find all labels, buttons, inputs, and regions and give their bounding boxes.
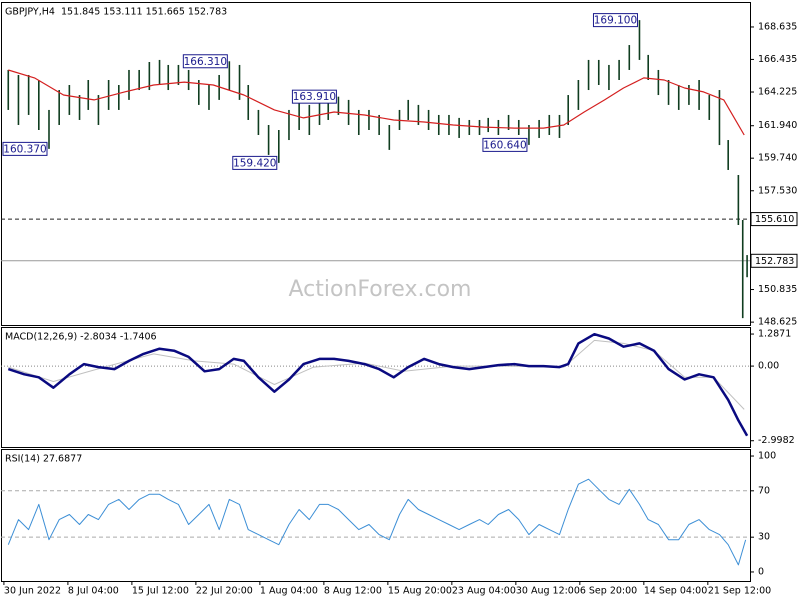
annotation-box (232, 155, 278, 170)
y-tick-label: 0.00 (758, 361, 779, 372)
series-line (7, 478, 747, 566)
panel-title: GBPJPY,H4 151.845 153.111 151.665 152.78… (5, 7, 227, 18)
annotation-box (592, 13, 638, 28)
y-tick-label: 159.740 (758, 153, 797, 164)
y-tick-label: 166.435 (758, 54, 797, 65)
level-tag-label: 152.783 (755, 256, 794, 267)
y-tick-label: 100 (758, 451, 776, 462)
watermark: ActionForex.com (289, 277, 472, 302)
x-tick-label: 8 Aug 12:00 (324, 586, 382, 597)
annotation-label: 160.640 (483, 139, 526, 151)
panel-title: RSI(14) 27.6877 (5, 454, 82, 465)
annotation-label: 166.310 (184, 56, 227, 68)
y-tick-label: 1.2871 (758, 329, 791, 340)
x-tick-label: 15 Jul 12:00 (132, 586, 189, 597)
annotation-box (2, 141, 48, 156)
annotation-box (482, 137, 528, 152)
x-tick-label: 30 Aug 12:00 (516, 586, 580, 597)
price-panel-frame (1, 2, 751, 326)
annotation-label: 163.910 (293, 91, 336, 103)
level-tag (750, 253, 798, 268)
y-tick-label: 164.225 (758, 87, 797, 98)
x-tick-label: 21 Sep 12:00 (708, 586, 771, 597)
y-tick-label: 150.835 (758, 284, 797, 295)
level-tag (750, 212, 798, 227)
moving-average-line (8, 69, 745, 136)
y-tick-label: 0 (758, 566, 764, 577)
x-tick-label: 8 Jul 04:00 (68, 586, 119, 597)
x-tick-label: 15 Aug 20:00 (388, 586, 452, 597)
y-tick-label: 157.530 (758, 185, 797, 196)
series-line (7, 332, 749, 437)
x-tick-label: 22 Jul 20:00 (196, 586, 253, 597)
y-tick-label: 70 (758, 485, 770, 496)
x-tick-label: 1 Aug 04:00 (260, 586, 318, 597)
y-tick-label: 168.635 (758, 21, 797, 32)
x-tick-label: 30 Jun 2022 (4, 586, 61, 597)
x-tick-label: 6 Sep 20:00 (580, 586, 637, 597)
annotation-label: 159.420 (233, 157, 276, 169)
macd-panel-frame (1, 327, 751, 448)
y-tick-label: 30 (758, 532, 770, 543)
rsi-panel-frame (1, 449, 751, 582)
x-tick-label: 14 Sep 04:00 (644, 586, 707, 597)
panel-title: MACD(12,26,9) -2.8034 -1.7406 (5, 332, 157, 343)
y-tick-label: -2.9982 (758, 435, 795, 446)
x-tick-label: 23 Aug 04:00 (452, 586, 516, 597)
annotation-box (182, 54, 228, 69)
annotation-box (291, 89, 337, 104)
y-tick-label: 161.940 (758, 120, 797, 131)
annotation-label: 160.370 (3, 143, 46, 155)
annotation-label: 169.100 (594, 15, 637, 27)
y-tick-label: 148.625 (758, 317, 797, 328)
level-tag-label: 155.610 (755, 214, 794, 225)
